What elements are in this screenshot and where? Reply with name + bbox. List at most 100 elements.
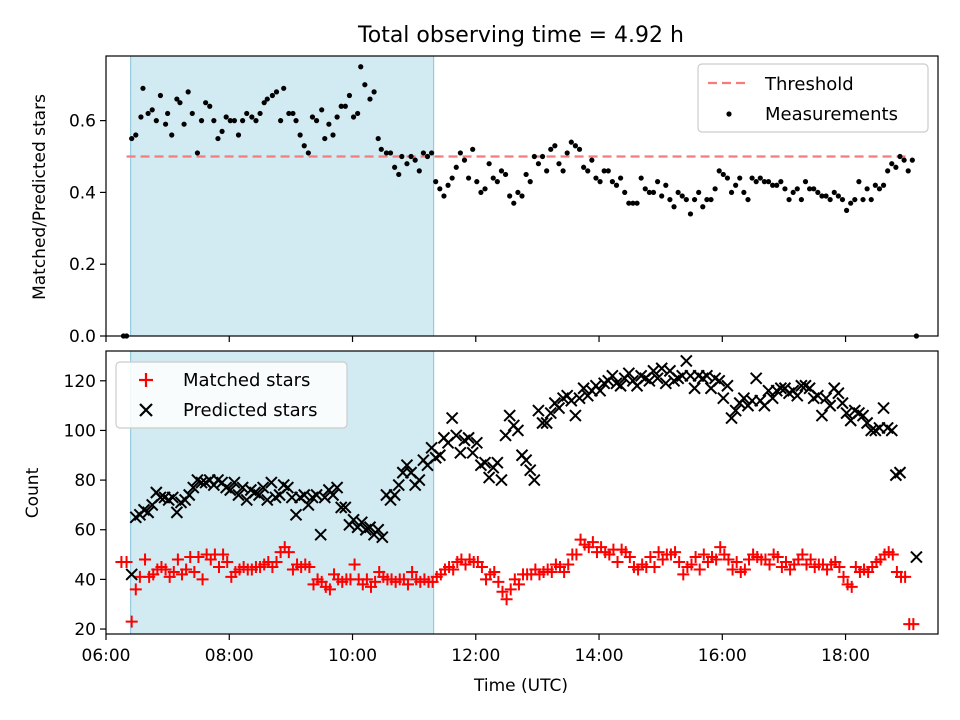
measurement-point	[429, 150, 435, 156]
measurement-point	[597, 179, 603, 185]
measurement-point	[326, 121, 332, 127]
matched-star-points	[115, 533, 920, 631]
predicted-star-point	[495, 473, 508, 487]
bottom-x-tick-label: 16:00	[698, 646, 747, 666]
measurement-point	[507, 193, 513, 199]
measurement-point	[885, 168, 891, 174]
measurement-point	[515, 189, 521, 196]
predicted-star-point	[335, 501, 348, 514]
measurement-point	[749, 175, 755, 181]
measurement-point	[387, 150, 394, 156]
predicted-star-point	[659, 377, 673, 390]
predicted-star-point	[154, 491, 167, 504]
predicted-star-point	[232, 488, 245, 502]
matched-star-point	[167, 565, 180, 578]
measurement-point	[790, 189, 796, 196]
measurement-point	[626, 200, 632, 206]
matched-star-point	[837, 570, 850, 583]
predicted-star-point	[622, 367, 636, 380]
measurement-point	[605, 168, 611, 174]
measurement-point	[691, 196, 698, 203]
measurement-point	[133, 132, 139, 138]
matched-star-point	[907, 618, 920, 631]
matched-star-point	[360, 573, 373, 586]
measurement-point	[728, 189, 735, 196]
measurement-point	[880, 182, 887, 188]
measurement-point	[231, 118, 237, 124]
bottom-x-tick-label: 18:00	[821, 646, 870, 666]
matched-star-point	[726, 563, 739, 576]
matched-star-point	[406, 565, 419, 578]
top-y-tick-label: 0.2	[69, 255, 96, 275]
predicted-star-point	[298, 488, 311, 502]
measurement-point	[367, 96, 373, 102]
measurement-point	[646, 189, 652, 196]
top-y-tick-label: 0.6	[69, 112, 96, 132]
predicted-star-point	[347, 513, 360, 527]
predicted-star-point	[445, 411, 459, 425]
matched-star-point	[159, 563, 172, 576]
predicted-star-point	[503, 409, 516, 422]
predicted-star-point	[577, 382, 590, 395]
predicted-star-point	[371, 523, 385, 536]
measurement-point	[338, 103, 344, 109]
predicted-star-point	[544, 406, 557, 420]
measurement-point	[261, 100, 267, 106]
measurement-point	[585, 168, 591, 174]
measurement-point	[194, 150, 201, 156]
measurement-point	[831, 189, 837, 196]
measurement-point	[490, 175, 496, 181]
measurement-point	[576, 146, 583, 152]
matched-star-point	[221, 556, 234, 569]
matched-star-point	[899, 570, 912, 583]
matched-star-point	[192, 551, 205, 564]
matched-star-point	[644, 551, 657, 564]
measurement-point	[441, 193, 447, 199]
measurement-point	[424, 153, 431, 160]
measurement-point	[622, 189, 628, 196]
matched-star-point	[710, 553, 723, 566]
predicted-star-point	[700, 369, 714, 383]
measurement-point	[322, 135, 328, 142]
measurement-point	[618, 175, 624, 181]
measurement-point	[823, 193, 829, 199]
measurement-point	[613, 182, 620, 188]
predicted-star-point	[832, 386, 845, 400]
matched-star-point	[689, 551, 702, 564]
predicted-star-point	[182, 488, 196, 502]
measurement-point	[642, 186, 648, 192]
predicted-star-point	[462, 431, 475, 445]
measurements-legend-swatch	[726, 111, 732, 117]
predicted-star-point	[302, 498, 315, 512]
matched-star-point	[714, 541, 727, 554]
measurement-point	[819, 193, 825, 199]
predicted-star-point	[339, 501, 352, 514]
matched-star-point	[677, 568, 690, 581]
matched-star-point	[673, 556, 686, 569]
measurements-legend-label: Measurements	[765, 104, 898, 125]
predicted-star-point	[749, 372, 763, 385]
measurement-point	[416, 168, 422, 174]
matched-star-point	[303, 560, 316, 573]
predicted-star-point	[166, 491, 179, 504]
matched-star-point	[623, 551, 636, 564]
bottom-x-tick-label: 12:00	[451, 646, 500, 666]
measurement-point	[470, 146, 476, 152]
matched-star-point	[648, 560, 661, 573]
predicted-star-point	[511, 424, 525, 437]
measurement-point	[319, 107, 325, 113]
top-y-tick-label: 0.4	[69, 183, 96, 203]
matched-star-point	[652, 546, 665, 559]
matched-star-point	[570, 548, 583, 561]
predicted-star-point	[450, 429, 463, 442]
predicted-star-point	[281, 481, 295, 494]
matched-star-point	[270, 556, 283, 569]
measurement-point	[663, 182, 669, 188]
measurement-point	[556, 161, 562, 167]
predicted-star-point	[569, 409, 582, 422]
measurement-point	[396, 171, 402, 178]
measurement-point	[342, 103, 348, 109]
measurement-point	[412, 157, 418, 163]
measurement-point	[330, 132, 336, 138]
predicted-star-point	[774, 382, 788, 395]
